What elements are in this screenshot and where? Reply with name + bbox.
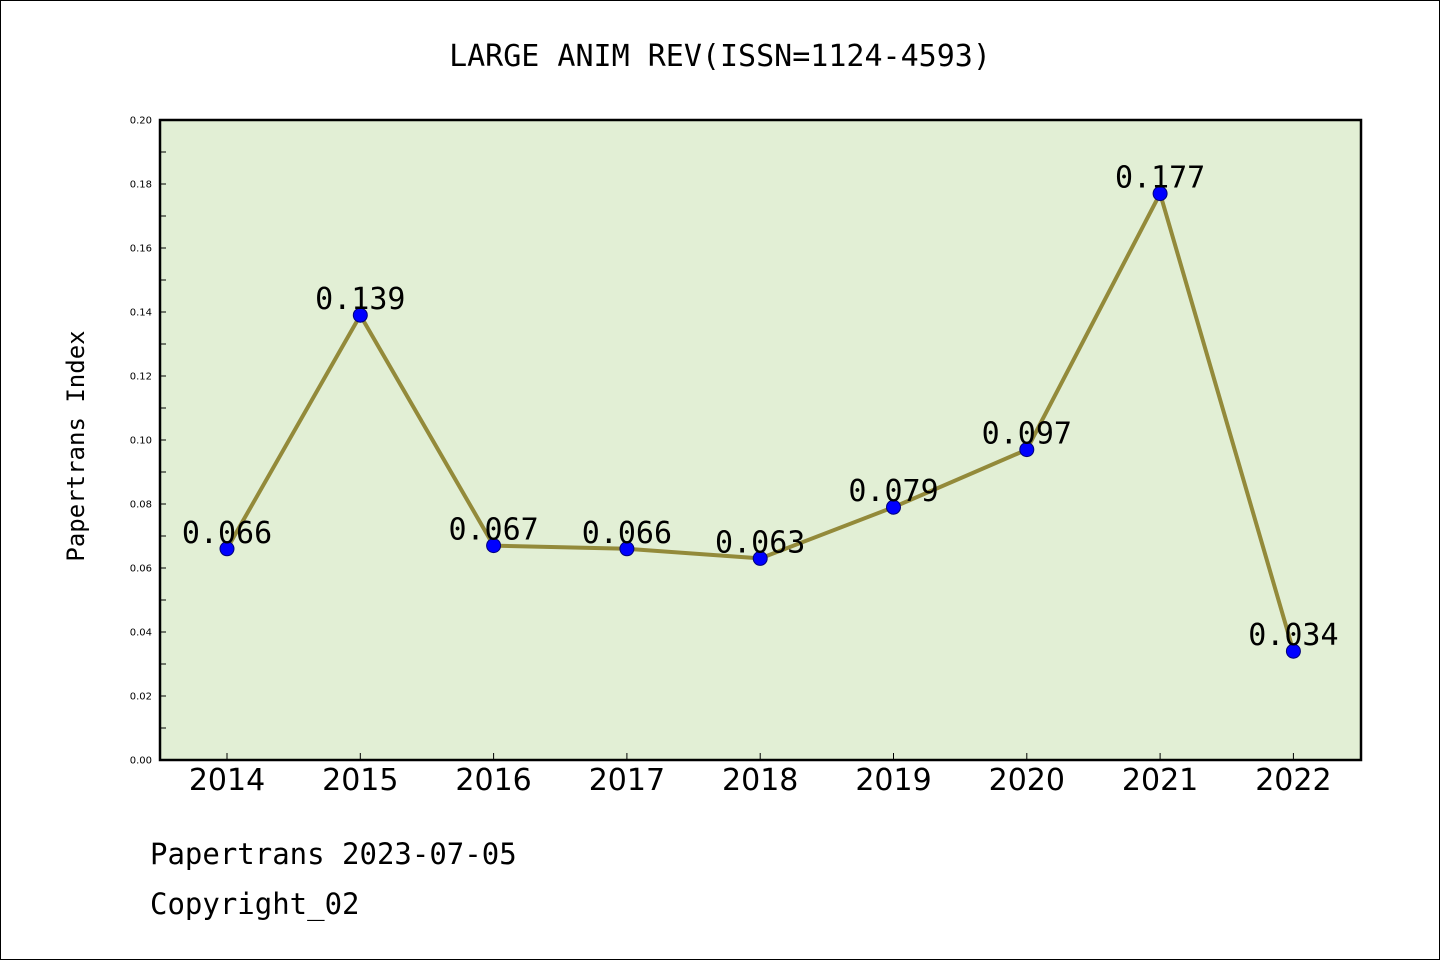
data-label: 0.079	[848, 474, 938, 509]
y-tick-label: 0.12	[130, 372, 152, 383]
data-point	[219, 541, 235, 557]
x-tick-label: 2018	[722, 763, 798, 798]
x-tick-label: 2021	[1122, 763, 1198, 798]
footer-date: Papertrans 2023-07-05	[150, 837, 517, 871]
data-label: 0.177	[1115, 161, 1205, 196]
data-point	[752, 550, 768, 566]
data-point	[1152, 186, 1168, 202]
data-point	[1285, 643, 1301, 659]
data-label: 0.034	[1248, 618, 1338, 653]
y-tick-label: 0.18	[130, 180, 152, 191]
y-tick-label: 0.08	[130, 500, 152, 511]
data-point	[1019, 442, 1035, 458]
y-axis-label: Papertrans Index	[62, 330, 90, 561]
series-group: 0.066 0.139 0.067 0.066 0.063 0.079 0.097 0.177…	[182, 161, 1339, 659]
data-label: 0.063	[715, 525, 805, 560]
chart-title: LARGE ANIM REV(ISSN=1124-4593)	[449, 39, 991, 74]
x-tick-label: 2019	[855, 763, 931, 798]
y-tick-label: 0.04	[130, 628, 152, 639]
data-point	[619, 541, 635, 557]
data-point	[486, 538, 502, 554]
data-point	[352, 307, 368, 323]
data-label: 0.067	[448, 513, 538, 548]
data-label: 0.097	[982, 417, 1072, 452]
data-point	[886, 499, 901, 515]
data-label: 0.066	[182, 516, 272, 551]
y-tick-label: 0.02	[130, 692, 152, 703]
x-tick-label: 2017	[589, 763, 665, 798]
axis-ticks: 0.00 0.02 0.04 0.06 0.08 0.10 0.12 0.14 0.16 0.18…	[130, 116, 1332, 799]
x-tick-label: 2014	[189, 763, 265, 798]
x-tick-label: 2022	[1255, 763, 1331, 798]
y-tick-label: 0.16	[130, 244, 152, 255]
y-tick-label: 0.14	[130, 308, 152, 319]
y-tick-label: 0.20	[130, 116, 152, 127]
plot-area	[160, 120, 1361, 760]
y-tick-label: 0.10	[130, 436, 152, 447]
x-tick-label: 2020	[989, 763, 1065, 798]
data-label: 0.066	[582, 516, 672, 551]
y-tick-label: 0.00	[130, 756, 152, 767]
plot-frame	[158, 118, 1363, 762]
footer-copyright: Copyright_02	[150, 887, 360, 922]
data-label: 0.139	[315, 282, 405, 317]
x-tick-label: 2016	[455, 763, 531, 798]
x-tick-label: 2015	[322, 763, 398, 798]
y-tick-label: 0.06	[130, 564, 152, 575]
